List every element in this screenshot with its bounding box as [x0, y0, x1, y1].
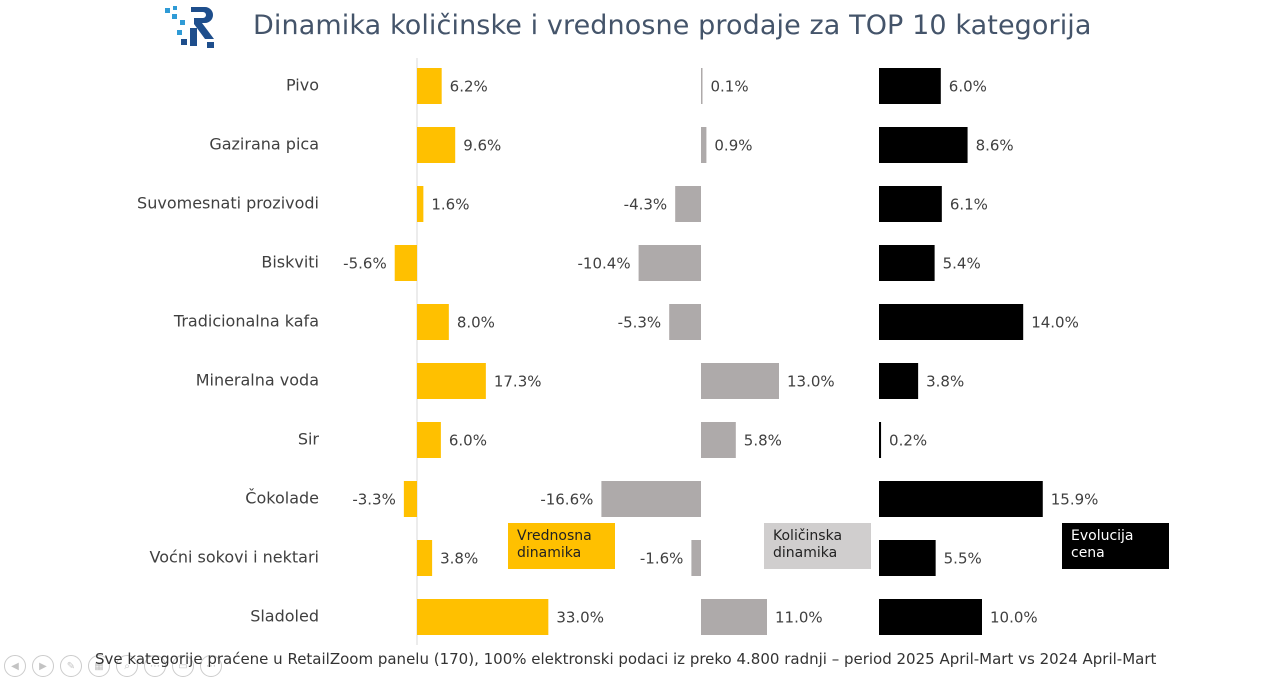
page-title: Dinamika količinske i vrednosne prodaje … — [253, 10, 1092, 41]
zoom-icon[interactable]: ⌕ — [116, 655, 138, 677]
data-label-3-2: 8.6% — [976, 137, 1014, 155]
bar-2-2 — [701, 127, 707, 163]
footer-note: Sve kategorije praćene u RetailZoom pane… — [95, 650, 1157, 668]
data-label-2-3: -4.3% — [624, 196, 668, 214]
bar-2-6 — [701, 363, 779, 399]
data-label-1-10: 33.0% — [556, 609, 604, 627]
bar-3-7 — [879, 422, 882, 458]
bar-1-3 — [417, 186, 424, 222]
pen-icon[interactable]: ✎ — [60, 655, 82, 677]
legend-vrednosna-dinamika: Vrednosna dinamika — [508, 523, 615, 569]
data-label-2-8: -16.6% — [540, 491, 593, 509]
bar-3-8 — [879, 481, 1043, 517]
data-label-3-3: 6.1% — [950, 196, 988, 214]
data-label-1-6: 17.3% — [494, 373, 542, 391]
category-label: Tradicionalna kafa — [173, 312, 319, 331]
data-label-2-10: 11.0% — [775, 609, 823, 627]
bar-3-9 — [879, 540, 936, 576]
data-label-2-4: -10.4% — [578, 255, 631, 273]
data-label-2-6: 13.0% — [787, 373, 835, 391]
category-label: Voćni sokovi i nektari — [150, 548, 319, 567]
data-label-1-3: 1.6% — [431, 196, 469, 214]
category-label: Čokolade — [245, 489, 319, 508]
bar-1-7 — [417, 422, 441, 458]
data-label-1-5: 8.0% — [457, 314, 495, 332]
bar-2-5 — [669, 304, 701, 340]
next-icon[interactable]: ▶ — [32, 655, 54, 677]
bar-3-2 — [879, 127, 968, 163]
retailzoom-logo-icon — [163, 4, 219, 52]
slides-icon[interactable]: ▦ — [88, 655, 110, 677]
bar-1-6 — [417, 363, 486, 399]
presentation-controls: ◀ ▶ ✎ ▦ ⌕ ⋯ ▭ ⋯ — [4, 655, 222, 679]
bar-1-10 — [417, 599, 549, 635]
data-label-3-6: 3.8% — [926, 373, 964, 391]
bar-3-4 — [879, 245, 935, 281]
more-icon[interactable]: ⋯ — [144, 655, 166, 677]
bar-1-2 — [417, 127, 456, 163]
data-label-1-1: 6.2% — [450, 78, 488, 96]
bar-3-10 — [879, 599, 982, 635]
legend-kolicinska-dinamika: Količinska dinamika — [764, 523, 871, 569]
data-label-2-5: -5.3% — [618, 314, 662, 332]
category-label: Sir — [298, 430, 320, 449]
bar-2-1 — [701, 68, 703, 104]
category-label: Sladoled — [250, 607, 319, 626]
bar-3-6 — [879, 363, 919, 399]
data-label-1-9: 3.8% — [440, 550, 478, 568]
bar-1-4 — [394, 245, 417, 281]
category-label: Suvomesnati prozivodi — [137, 194, 319, 213]
bar-1-8 — [403, 481, 417, 517]
data-label-1-2: 9.6% — [463, 137, 501, 155]
category-label: Gazirana pica — [209, 135, 319, 154]
bar-1-1 — [417, 68, 442, 104]
category-label: Pivo — [286, 76, 319, 95]
bar-2-3 — [675, 186, 701, 222]
data-label-1-8: -3.3% — [352, 491, 396, 509]
bar-2-10 — [701, 599, 767, 635]
data-label-1-7: 6.0% — [449, 432, 487, 450]
data-label-2-9: -1.6% — [640, 550, 684, 568]
data-label-3-7: 0.2% — [889, 432, 927, 450]
bar-chart: Pivo Gazirana pica Suvomesnati prozivodi Bi… — [137, 58, 1099, 645]
category-label: Biskviti — [261, 253, 319, 272]
category-label: Mineralna voda — [196, 371, 319, 390]
bar-2-9 — [691, 540, 701, 576]
bar-3-1 — [879, 68, 941, 104]
data-label-2-7: 5.8% — [744, 432, 782, 450]
legend-evolucija-cena: Evolucija cena — [1062, 523, 1169, 569]
bar-2-4 — [638, 245, 701, 281]
bar-1-9 — [417, 540, 433, 576]
data-label-3-10: 10.0% — [990, 609, 1038, 627]
data-label-3-4: 5.4% — [943, 255, 981, 273]
data-label-2-1: 0.1% — [711, 78, 749, 96]
video-icon[interactable]: ▭ — [172, 655, 194, 677]
previous-icon[interactable]: ◀ — [4, 655, 26, 677]
bar-3-5 — [879, 304, 1024, 340]
bar-1-5 — [417, 304, 449, 340]
data-label-1-4: -5.6% — [343, 255, 387, 273]
data-label-3-8: 15.9% — [1051, 491, 1099, 509]
data-label-3-9: 5.5% — [944, 550, 982, 568]
bar-2-7 — [701, 422, 736, 458]
data-label-2-2: 0.9% — [714, 137, 752, 155]
bar-2-8 — [601, 481, 701, 517]
data-label-3-5: 14.0% — [1031, 314, 1079, 332]
bar-3-3 — [879, 186, 942, 222]
data-label-3-1: 6.0% — [949, 78, 987, 96]
options-icon[interactable]: ⋯ — [200, 655, 222, 677]
